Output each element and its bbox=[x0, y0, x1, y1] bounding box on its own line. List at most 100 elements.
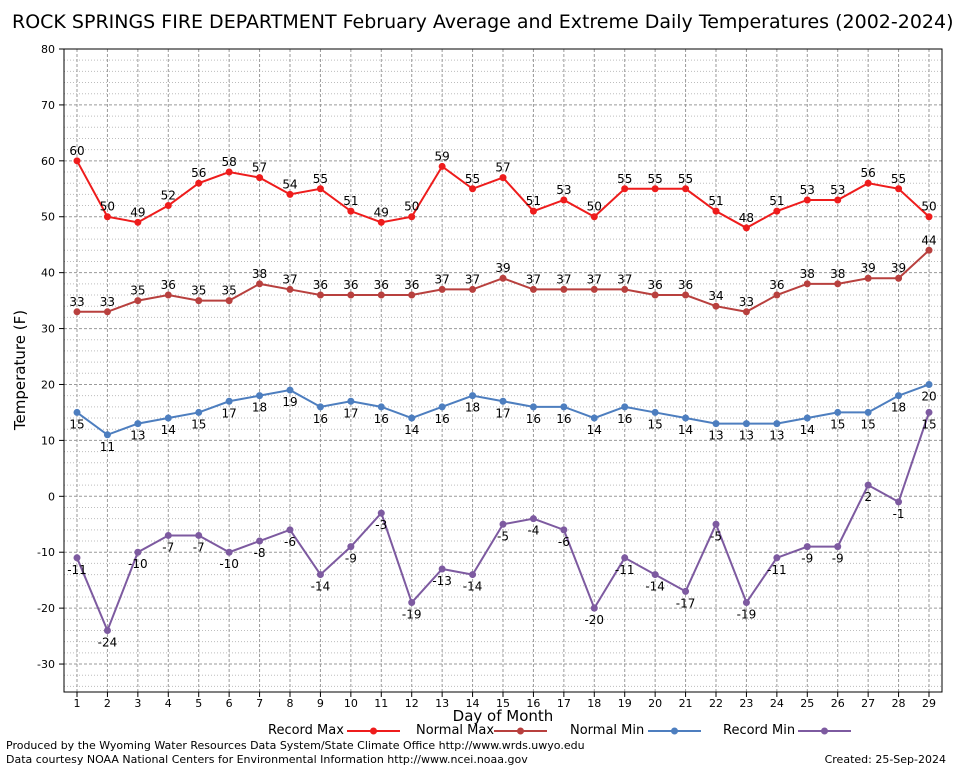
data-label: -14 bbox=[463, 580, 483, 594]
data-label: 13 bbox=[769, 429, 784, 443]
data-point bbox=[621, 185, 629, 193]
data-point bbox=[103, 431, 111, 439]
data-point bbox=[408, 213, 416, 221]
data-point bbox=[499, 174, 507, 182]
data-label: 55 bbox=[891, 172, 906, 186]
data-label: 16 bbox=[617, 412, 632, 426]
x-tick-label: 20 bbox=[648, 697, 662, 710]
data-point bbox=[803, 543, 811, 551]
data-label: 50 bbox=[100, 200, 115, 214]
data-label: 36 bbox=[648, 278, 663, 292]
footer-produced: Produced by the Wyoming Water Resources … bbox=[6, 739, 585, 752]
data-label: 15 bbox=[191, 417, 206, 431]
data-point bbox=[742, 224, 750, 232]
data-point bbox=[895, 498, 903, 506]
y-tick-label: 30 bbox=[41, 323, 55, 336]
data-label: 37 bbox=[617, 272, 632, 286]
data-point bbox=[499, 520, 507, 528]
legend-label: Normal Max bbox=[416, 723, 494, 738]
data-point bbox=[529, 403, 537, 411]
data-point bbox=[712, 207, 720, 215]
data-point bbox=[256, 174, 264, 182]
data-label: -6 bbox=[284, 535, 296, 549]
data-point bbox=[225, 397, 233, 405]
data-label: 16 bbox=[435, 412, 450, 426]
data-label: 49 bbox=[374, 205, 389, 219]
data-point bbox=[621, 285, 629, 293]
data-point bbox=[773, 420, 781, 428]
data-point bbox=[377, 509, 385, 517]
x-tick-label: 16 bbox=[526, 697, 540, 710]
data-point bbox=[773, 554, 781, 562]
series-normal-max: 33 33 35 36 35 35 38 37 36 36 36 36 37 37 39 37 37 37 37 36… bbox=[69, 233, 937, 316]
x-tick-label: 27 bbox=[861, 697, 875, 710]
data-label: 37 bbox=[282, 272, 297, 286]
y-tick-label: 70 bbox=[41, 99, 55, 112]
data-label: -19 bbox=[402, 608, 422, 622]
data-label: -10 bbox=[219, 557, 239, 571]
data-point bbox=[864, 481, 872, 489]
x-tick-label: 18 bbox=[587, 697, 601, 710]
data-point bbox=[316, 291, 324, 299]
data-point bbox=[773, 207, 781, 215]
data-label: 35 bbox=[222, 284, 237, 298]
data-label: 35 bbox=[191, 284, 206, 298]
data-point bbox=[742, 599, 750, 607]
data-point bbox=[438, 403, 446, 411]
data-label: -5 bbox=[710, 529, 722, 543]
data-point bbox=[164, 531, 172, 539]
data-point bbox=[621, 554, 629, 562]
x-tick-label: 1 bbox=[74, 697, 81, 710]
data-label: -11 bbox=[615, 563, 635, 577]
data-point bbox=[408, 599, 416, 607]
data-label: 13 bbox=[130, 429, 145, 443]
data-point bbox=[347, 397, 355, 405]
data-label: 15 bbox=[861, 417, 876, 431]
data-point bbox=[286, 285, 294, 293]
data-point bbox=[895, 185, 903, 193]
data-label: 17 bbox=[495, 406, 510, 420]
data-point bbox=[469, 185, 477, 193]
x-tick-label: 25 bbox=[800, 697, 814, 710]
data-point bbox=[651, 291, 659, 299]
data-point bbox=[103, 213, 111, 221]
legend-swatch-marker bbox=[671, 727, 678, 735]
data-point bbox=[925, 380, 933, 388]
data-label: 36 bbox=[343, 278, 358, 292]
legend-swatch-marker bbox=[821, 727, 828, 735]
data-label: 34 bbox=[708, 289, 723, 303]
data-point bbox=[560, 285, 568, 293]
x-tick-label: 14 bbox=[466, 697, 480, 710]
data-point bbox=[377, 403, 385, 411]
data-label: -5 bbox=[497, 529, 509, 543]
x-tick-label: 11 bbox=[374, 697, 388, 710]
data-point bbox=[73, 157, 81, 165]
data-label: 50 bbox=[921, 200, 936, 214]
data-label: 56 bbox=[191, 166, 206, 180]
data-label: -24 bbox=[98, 635, 118, 649]
data-label: 55 bbox=[617, 172, 632, 186]
data-label: 15 bbox=[69, 417, 84, 431]
data-label: 55 bbox=[648, 172, 663, 186]
data-label: 37 bbox=[526, 272, 541, 286]
y-axis-ticks: -30 -20 -10 0 10 20 30 40 50 60 70 80 bbox=[37, 43, 64, 671]
data-label: -3 bbox=[375, 518, 387, 532]
data-label: 18 bbox=[465, 401, 480, 415]
x-tick-label: 22 bbox=[709, 697, 723, 710]
data-label: 36 bbox=[404, 278, 419, 292]
data-point bbox=[256, 280, 264, 288]
x-tick-label: 8 bbox=[287, 697, 294, 710]
x-tick-label: 26 bbox=[831, 697, 845, 710]
y-tick-label: 40 bbox=[41, 267, 55, 280]
data-label: -11 bbox=[767, 563, 787, 577]
data-label: 53 bbox=[830, 183, 845, 197]
data-label: 54 bbox=[282, 177, 297, 191]
data-point bbox=[408, 291, 416, 299]
data-label: 57 bbox=[495, 161, 510, 175]
data-point bbox=[73, 408, 81, 416]
data-point bbox=[682, 185, 690, 193]
data-label: 37 bbox=[587, 272, 602, 286]
data-point bbox=[895, 274, 903, 282]
series-record-min: -11 -24 -10 -7 -7 -10 -8 -6 -14 -9 -3 -19 -13 -14 -5 -4… bbox=[67, 408, 937, 649]
